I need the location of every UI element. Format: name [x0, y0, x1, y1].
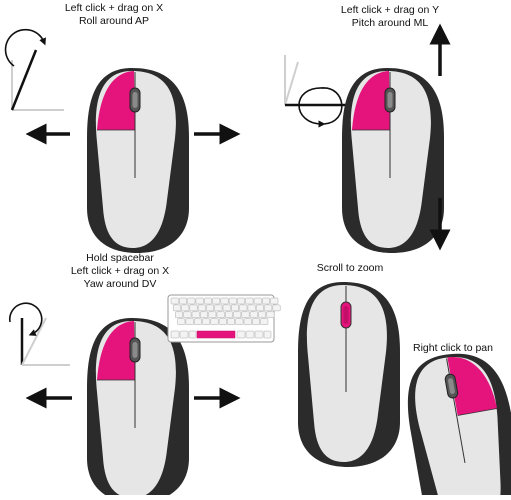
keyboard-key — [249, 311, 258, 319]
keyboard-key — [231, 304, 239, 312]
pan-caption-line1: Right click to pan — [413, 342, 493, 354]
keyboard-key — [236, 330, 246, 339]
keyboard-key — [245, 297, 254, 305]
yaw-caption-line3: Yaw around DV — [83, 278, 157, 290]
keyboard-key — [263, 330, 272, 339]
keyboard-key — [264, 304, 273, 312]
pitch-caption: Left click + drag on Y Pitch around ML — [310, 4, 470, 30]
left-click-mouse — [341, 67, 445, 254]
keyboard-key — [175, 311, 184, 319]
keyboard-key — [170, 330, 180, 339]
keyboard-key — [191, 311, 200, 319]
keyboard-key — [206, 304, 215, 312]
yaw-caption-line1: Hold spacebar — [86, 252, 154, 264]
keyboard-key — [245, 330, 255, 339]
roll-caption: Left click + drag on X Roll around AP — [34, 2, 194, 28]
keyboard-key — [195, 297, 204, 305]
keyboard-key — [187, 297, 196, 305]
keyboard-key — [179, 330, 189, 339]
yaw-panel — [8, 294, 281, 500]
pitch-rotation-icon — [284, 55, 350, 128]
roll-caption-line1: Left click + drag on X — [64, 2, 164, 14]
keyboard-key — [262, 297, 270, 305]
pitch-caption-line2: Pitch around ML — [351, 17, 429, 29]
keyboard-key — [222, 304, 231, 312]
zoom-panel — [297, 281, 401, 468]
keyboard-key — [252, 318, 260, 325]
yaw-rotation-icon — [8, 302, 70, 366]
scroll-mouse — [297, 281, 401, 468]
keyboard-key — [200, 311, 208, 319]
keyboard-key — [272, 304, 281, 312]
keyboard-key — [172, 304, 181, 312]
roll-panel — [4, 28, 241, 254]
keyboard-key — [188, 330, 197, 339]
left-click-mouse — [86, 67, 190, 254]
keyboard-key — [189, 304, 198, 312]
keyboard-key — [197, 304, 206, 312]
right-click-mouse — [398, 344, 511, 500]
keyboard-spacebar-icon — [167, 294, 281, 343]
keyboard-key — [208, 311, 217, 319]
keyboard-key — [266, 311, 275, 319]
keyboard-key — [243, 318, 252, 325]
roll-rotation-icon — [4, 28, 64, 111]
keyboard-key — [253, 297, 262, 305]
zoom-caption: Scroll to zoom — [290, 262, 410, 275]
pitch-caption-line1: Left click + drag on Y — [340, 4, 440, 16]
keyboard-key — [258, 311, 267, 319]
left-click-mouse — [86, 317, 190, 500]
keyboard-key — [179, 297, 187, 305]
keyboard-key — [239, 304, 248, 312]
keyboard-key — [185, 318, 194, 325]
yaw-caption: Hold spacebar Left click + drag on X Yaw… — [40, 252, 200, 291]
keyboard-key — [241, 311, 250, 319]
keyboard-key — [228, 297, 237, 305]
zoom-caption-line1: Scroll to zoom — [316, 262, 384, 274]
keyboard-key — [260, 318, 269, 325]
keyboard-key — [177, 318, 186, 325]
pan-panel — [398, 344, 511, 500]
keyboard-key — [202, 318, 211, 325]
pitch-panel — [284, 23, 451, 254]
pan-caption: Right click to pan — [398, 342, 508, 355]
keyboard-key — [233, 311, 242, 319]
keyboard-key — [237, 297, 246, 305]
keyboard-key — [218, 318, 227, 325]
keyboard-key — [224, 311, 233, 319]
keyboard-key — [216, 311, 225, 319]
yaw-caption-line2: Left click + drag on X — [70, 265, 170, 277]
keyboard-key — [214, 304, 223, 312]
keyboard-key — [220, 297, 229, 305]
keyboard-key — [227, 318, 236, 325]
keyboard-key — [270, 297, 279, 305]
keyboard-key — [247, 304, 256, 312]
keyboard-key — [210, 318, 219, 325]
keyboard-key — [193, 318, 202, 325]
keyboard-key — [255, 304, 264, 312]
keyboard-key — [203, 297, 212, 305]
roll-caption-line2: Roll around AP — [78, 15, 150, 27]
keyboard-key — [183, 311, 192, 319]
keyboard-key — [235, 318, 244, 325]
keyboard-key — [170, 297, 179, 305]
keyboard-key — [181, 304, 190, 312]
keyboard-key — [212, 297, 221, 305]
keyboard-key — [254, 330, 264, 339]
